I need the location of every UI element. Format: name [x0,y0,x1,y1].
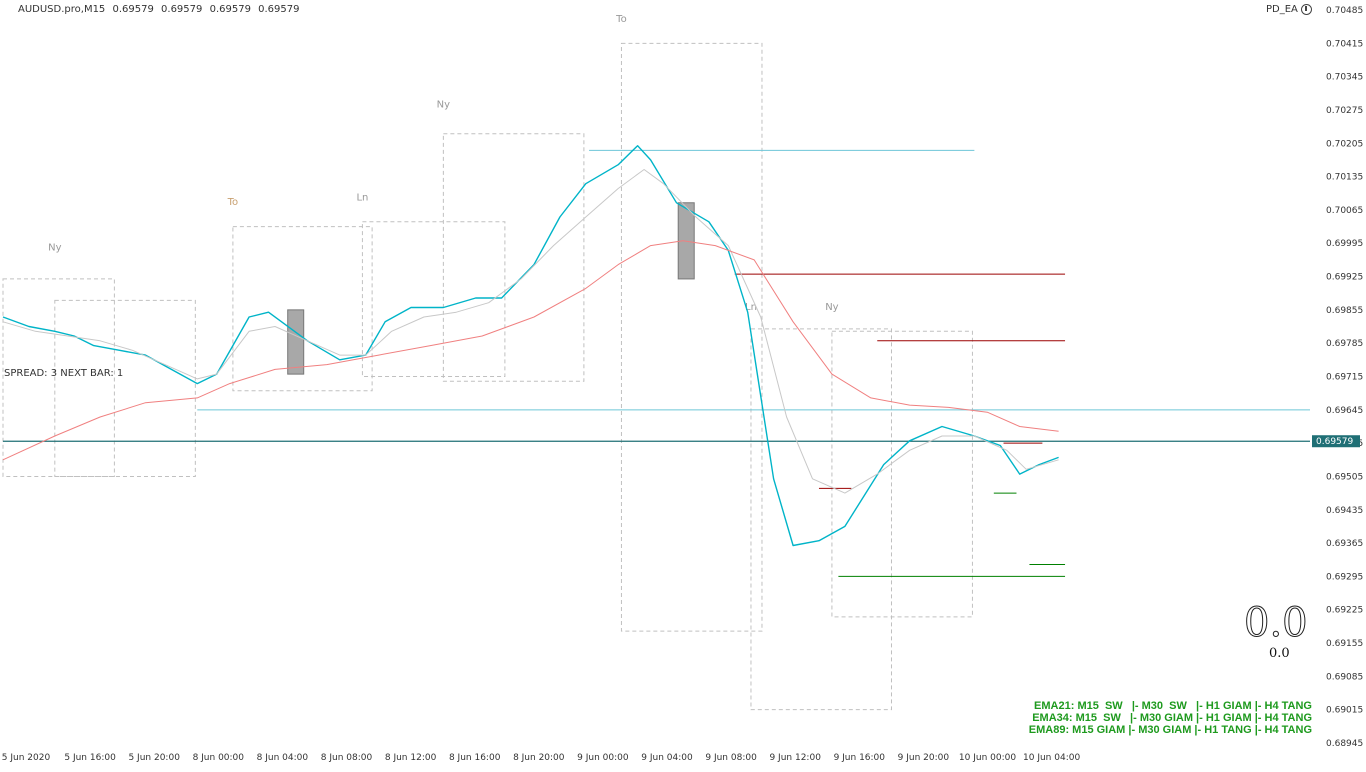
x-tick-label: 9 Jun 20:00 [898,753,950,763]
y-tick-label: 0.70205 [1326,139,1363,149]
symbol-name: AUDUSD.pro,M15 [18,4,106,15]
x-tick-label: 9 Jun 08:00 [705,753,757,763]
session-box-3 [361,221,506,377]
session-label-0: Ny [48,242,61,253]
session-label-2: To [227,197,239,208]
session-box-5 [620,42,763,632]
session-label-7: Ny [825,302,838,313]
y-tick-label: 0.69925 [1326,273,1363,283]
session-label-4: Ny [437,100,450,111]
y-tick-label: 0.70065 [1326,206,1363,216]
session-box-6 [750,328,892,711]
y-tick-label: 0.70345 [1326,73,1363,83]
small-counter-value: 0.0 [1269,646,1290,661]
x-tick-label: 8 Jun 16:00 [449,753,501,763]
y-tick-label: 0.69505 [1326,472,1363,482]
y-tick-label: 0.70485 [1326,6,1363,16]
x-tick-label: 9 Jun 00:00 [577,753,629,763]
ohlc-close: 0.69579 [258,4,300,15]
current-price-label: 0.69579 [1316,437,1353,447]
clock-icon[interactable] [1300,4,1312,15]
spread-info: SPREAD: 3 NEXT BAR: 1 [4,368,124,379]
session-box-4 [442,133,585,382]
y-tick-label: 0.69085 [1326,672,1363,682]
y-tick-label: 0.69155 [1326,639,1363,649]
y-tick-label: 0.69015 [1326,706,1363,716]
y-tick-label: 0.69785 [1326,339,1363,349]
session-label-5: To [615,14,627,25]
x-tick-label: 8 Jun 04:00 [257,753,309,763]
x-tick-label: 10 Jun 00:00 [959,753,1016,763]
symbol-header: AUDUSD.pro,M15 0.69579 0.69579 0.69579 0… [18,4,303,15]
x-tick-label: 9 Jun 16:00 [834,753,886,763]
current-price-tag [1312,435,1360,448]
x-tick-label: 9 Jun 04:00 [641,753,693,763]
y-tick-label: 0.68945 [1326,739,1363,749]
y-tick-label: 0.70135 [1326,173,1363,183]
big-counter-value: 0.0 [1244,600,1309,647]
session-box-0 [2,278,115,477]
session-box-1 [54,299,196,477]
ema89-status: EMA89: M15 GIAM |- M30 GIAM |- H1 TANG |… [1028,724,1312,736]
y-tick-label: 0.69645 [1326,406,1363,416]
x-tick-label: 8 Jun 08:00 [321,753,373,763]
ohlc-low: 0.69579 [209,4,251,15]
y-tick-label: 0.69435 [1326,506,1363,516]
y-tick-label: 0.69225 [1326,606,1363,616]
ohlc-open: 0.69579 [112,4,154,15]
x-tick-label: 8 Jun 20:00 [513,753,565,763]
series-fast-line [2,145,1059,547]
candle-0 [287,309,305,375]
session-box-7 [831,330,973,618]
y-tick-label: 0.69715 [1326,373,1363,383]
y-tick-label: 0.69855 [1326,306,1363,316]
y-tick-label: 0.70275 [1326,106,1363,116]
y-tick-label: 0.69995 [1326,239,1363,249]
ohlc-high: 0.69579 [161,4,203,15]
ema34-status: EMA34: M15 SW |- M30 GIAM |- H1 GIAM |- … [1032,712,1312,724]
expert-advisor-label[interactable]: PD_EA [1266,4,1312,15]
x-tick-label: 8 Jun 00:00 [193,753,245,763]
expert-advisor-name: PD_EA [1266,4,1298,15]
session-label-6: Ln [745,302,757,313]
x-tick-label: 9 Jun 12:00 [769,753,821,763]
y-tick-label: 0.69365 [1326,539,1363,549]
x-tick-label: 5 Jun 20:00 [128,753,180,763]
session-box-2 [232,226,373,392]
session-label-3: Ln [356,192,368,203]
x-tick-label: 10 Jun 04:00 [1023,753,1080,763]
x-tick-label: 8 Jun 12:00 [385,753,437,763]
y-tick-label: 0.69295 [1326,572,1363,582]
ema21-status: EMA21: M15 SW |- M30 SW |- H1 GIAM |- H4… [1034,700,1312,712]
series-mid-line [2,169,1059,494]
y-tick-label: 0.70415 [1326,39,1363,49]
x-tick-label: 5 Jun 2020 [2,753,51,763]
x-tick-label: 5 Jun 16:00 [64,753,116,763]
series-slow-line [2,240,1059,461]
